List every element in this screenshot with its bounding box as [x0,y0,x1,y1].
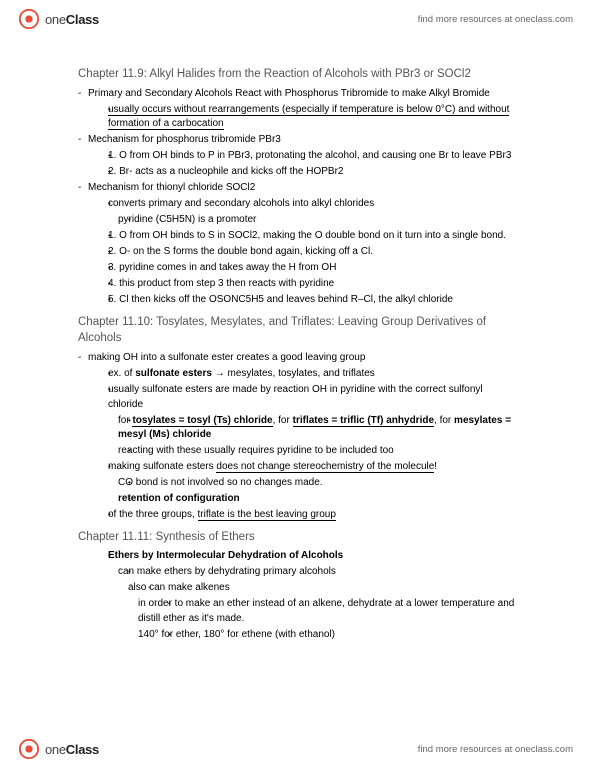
list-item: converts primary and secondary alcohols … [98,197,517,212]
section-11-9-list: Primary and Secondary Alcohols React wit… [78,87,517,102]
list-item: Ethers by Intermolecular Dehydration of … [98,549,517,564]
list-item: CO bond is not involved so no changes ma… [108,476,517,491]
list-item: in order to make an ether instead of an … [128,597,517,626]
footer: oneClass find more resources at oneclass… [0,732,595,770]
list-item: 1. O from OH binds to P in PBr3, protona… [98,149,517,164]
logo-icon [18,738,40,760]
list-item: making sulfonate esters does not change … [98,460,517,475]
list-item: also can make alkenes [118,581,517,596]
list-item: 2. O- on the S forms the double bond aga… [98,245,517,260]
list-item: ex. of sulfonate esters → mesylates, tos… [98,367,517,382]
list-item: 140° for ether, 180° for ethene (with et… [128,628,517,643]
list-item: retention of configuration [108,492,517,507]
logo-text-footer: oneClass [45,742,99,757]
list-item: 4. this product from step 3 then reacts … [98,277,517,292]
list-item: Primary and Secondary Alcohols React wit… [78,87,517,102]
list-item: can make ethers by dehydrating primary a… [108,565,517,580]
list-item: reacting with these usually requires pyr… [108,444,517,459]
logo[interactable]: oneClass [18,8,99,30]
tagline-top[interactable]: find more resources at oneclass.com [418,14,573,25]
list-item: for tosylates = tosyl (Ts) chloride, for… [108,414,517,443]
section-11-11-title: Chapter 11.11: Synthesis of Ethers [78,529,517,546]
logo-text: oneClass [45,12,99,27]
header: oneClass find more resources at oneclass… [0,0,595,36]
list-item: Mechanism for thionyl chloride SOCl2 [78,181,517,196]
logo-footer[interactable]: oneClass [18,738,99,760]
list-item: of the three groups, triflate is the bes… [98,508,517,523]
section-11-10-title: Chapter 11.10: Tosylates, Mesylates, and… [78,314,517,347]
list-item: 5. Cl then kicks off the OSONC5H5 and le… [98,293,517,308]
tagline-bottom[interactable]: find more resources at oneclass.com [418,744,573,755]
list-item: 1. O from OH binds to S in SOCl2, making… [98,229,517,244]
list-item: 3. pyridine comes in and takes away the … [98,261,517,276]
logo-icon [18,8,40,30]
list-item: making OH into a sulfonate ester creates… [78,351,517,366]
list-item: usually occurs without rearrangements (e… [98,103,517,132]
list-item: pyridine (C5H5N) is a promoter [108,213,517,228]
document-content: Chapter 11.9: Alkyl Halides from the Rea… [0,36,595,654]
section-11-9-title: Chapter 11.9: Alkyl Halides from the Rea… [78,66,517,83]
list-item: usually sulfonate esters are made by rea… [98,383,517,412]
list-item: Mechanism for phosphorus tribromide PBr3 [78,133,517,148]
list-item: 2. Br- acts as a nucleophile and kicks o… [98,165,517,180]
